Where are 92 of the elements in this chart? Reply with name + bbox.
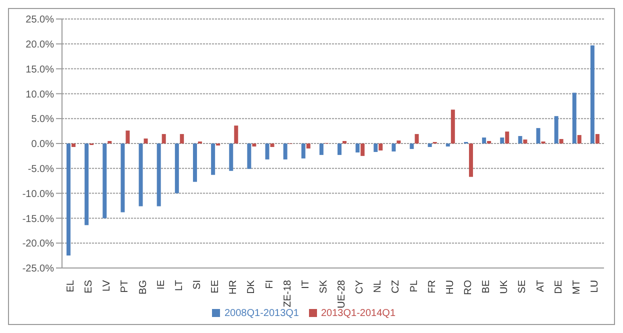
x-tick-label: MT bbox=[571, 280, 582, 294]
bar bbox=[156, 144, 161, 206]
bar bbox=[126, 130, 130, 144]
x-tick-label: LT bbox=[174, 280, 185, 291]
x-tick-label: DE bbox=[553, 280, 564, 294]
bar bbox=[162, 134, 166, 144]
x-tick-label: CY bbox=[354, 280, 366, 294]
bar bbox=[518, 136, 522, 144]
y-tick-label: -20.0% bbox=[22, 238, 54, 250]
bar bbox=[66, 144, 71, 256]
bar bbox=[120, 144, 125, 212]
y-tick-label: -25.0% bbox=[22, 264, 54, 275]
bar bbox=[536, 128, 540, 144]
bar bbox=[229, 144, 234, 171]
x-tick-label: CZ bbox=[390, 280, 402, 294]
bar bbox=[360, 144, 365, 156]
x-tick-label: SE bbox=[517, 280, 528, 294]
bar bbox=[378, 144, 383, 150]
bar bbox=[252, 144, 256, 146]
bar bbox=[468, 144, 473, 177]
bar bbox=[374, 144, 378, 152]
y-tick-label: 25.0% bbox=[26, 14, 54, 26]
y-tick-label: 0.0% bbox=[31, 139, 54, 150]
x-tick-label: LV bbox=[102, 280, 113, 292]
x-tick-label: HR bbox=[228, 280, 240, 294]
y-tick-label: 15.0% bbox=[26, 64, 54, 76]
bar bbox=[482, 138, 486, 144]
legend-label: 2008Q1-2013Q1 bbox=[224, 308, 299, 319]
y-tick-label: -5.0% bbox=[28, 164, 54, 175]
bar bbox=[595, 134, 600, 144]
bar bbox=[306, 144, 310, 148]
bar bbox=[396, 140, 401, 144]
y-tick-label: -10.0% bbox=[22, 188, 54, 200]
bar bbox=[356, 144, 360, 152]
x-tick-label: SI bbox=[192, 280, 203, 290]
bar bbox=[338, 144, 342, 155]
x-tick-label: BG bbox=[138, 280, 149, 294]
bar bbox=[392, 144, 396, 152]
bar bbox=[234, 126, 238, 144]
x-tick-label: UK bbox=[499, 280, 510, 294]
x-tick-label: EE bbox=[210, 280, 222, 294]
bar bbox=[84, 144, 89, 226]
bar bbox=[174, 144, 179, 194]
x-tick-label: AT bbox=[535, 280, 546, 292]
bar bbox=[410, 144, 414, 149]
x-tick-label: IT bbox=[300, 280, 312, 289]
bar bbox=[138, 144, 143, 206]
bar bbox=[500, 138, 504, 144]
bar bbox=[446, 144, 450, 146]
x-tick-label: EL bbox=[66, 280, 77, 292]
x-tick-label: HU bbox=[444, 280, 456, 294]
x-tick-label: DK bbox=[246, 280, 258, 294]
bar bbox=[590, 45, 594, 144]
bar bbox=[180, 134, 184, 144]
bar bbox=[505, 132, 510, 144]
x-tick-label: NL bbox=[372, 280, 384, 293]
x-tick-label: PL bbox=[408, 280, 420, 292]
bar bbox=[319, 144, 324, 155]
bar bbox=[265, 144, 270, 160]
y-tick-label: 10.0% bbox=[26, 89, 54, 100]
x-tick-label: FR bbox=[426, 280, 438, 294]
bar bbox=[572, 92, 576, 144]
x-tick-label: ZE-18 bbox=[282, 280, 294, 308]
y-tick-label: -15.0% bbox=[22, 214, 54, 225]
bar bbox=[428, 144, 432, 147]
bar bbox=[450, 110, 455, 144]
bar bbox=[144, 138, 148, 144]
x-tick-label: SK bbox=[318, 280, 330, 294]
bar bbox=[102, 144, 107, 218]
x-tick-label: IE bbox=[156, 280, 167, 290]
bar bbox=[270, 144, 274, 147]
bar bbox=[414, 134, 419, 144]
bar bbox=[192, 144, 197, 182]
bar bbox=[211, 144, 216, 175]
x-tick-label: BE bbox=[481, 280, 492, 294]
x-tick-label: PT bbox=[120, 280, 131, 293]
x-tick-label: UE-28 bbox=[336, 280, 348, 308]
bar bbox=[559, 139, 564, 144]
y-tick-label: 5.0% bbox=[31, 114, 54, 126]
bar bbox=[283, 144, 288, 160]
bar bbox=[301, 144, 306, 158]
bar bbox=[577, 135, 582, 144]
bar bbox=[523, 140, 528, 144]
legend-label: 2013Q1-2014Q1 bbox=[321, 308, 396, 319]
x-tick-label: LU bbox=[589, 280, 600, 293]
x-tick-label: ES bbox=[84, 280, 95, 294]
bar bbox=[247, 144, 252, 169]
bar bbox=[72, 144, 76, 147]
x-tick-label: RO bbox=[463, 280, 474, 295]
y-tick-label: 20.0% bbox=[26, 39, 54, 50]
x-tick-label: FI bbox=[264, 280, 276, 289]
bar bbox=[554, 116, 558, 144]
